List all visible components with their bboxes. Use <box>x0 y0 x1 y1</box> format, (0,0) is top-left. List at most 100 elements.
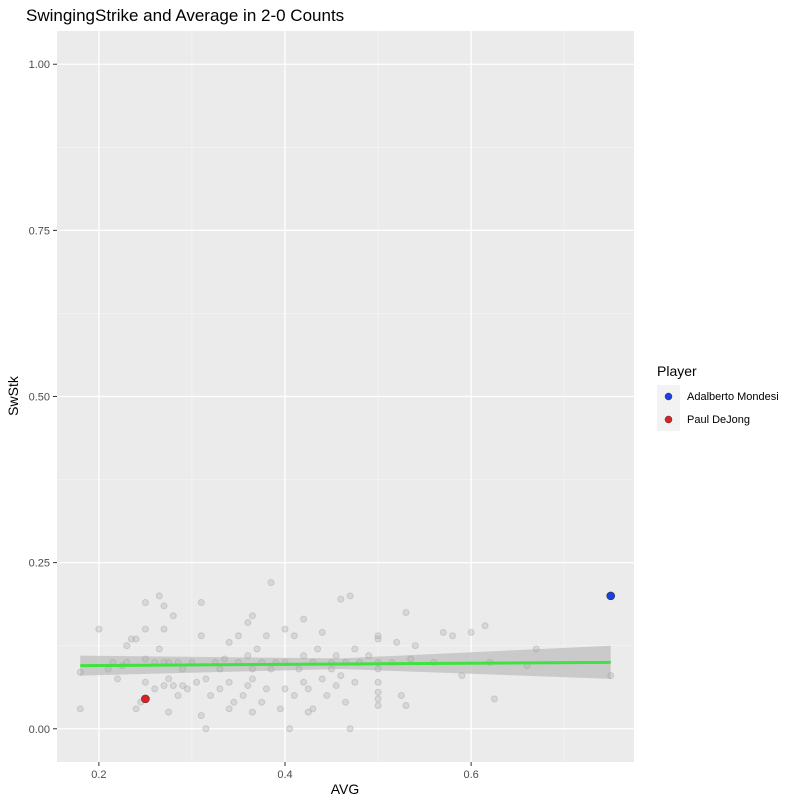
confidence-ribbon <box>80 645 611 679</box>
data-point <box>439 628 447 636</box>
data-point <box>449 632 457 640</box>
data-point <box>244 682 252 690</box>
data-point <box>258 698 266 706</box>
data-point <box>314 645 322 653</box>
y-tick-label: 0.00 <box>29 724 50 736</box>
major-gridlines <box>57 31 634 762</box>
data-point <box>160 682 168 690</box>
data-point <box>165 708 173 716</box>
data-point <box>123 642 131 650</box>
x-tick-label: 0.4 <box>277 769 292 781</box>
data-point <box>374 635 382 643</box>
data-point <box>234 632 242 640</box>
trend-line <box>80 660 611 668</box>
data-point <box>374 632 382 640</box>
data-point <box>221 655 229 663</box>
data-point <box>397 692 405 700</box>
data-point <box>458 672 466 680</box>
data-point <box>374 665 382 673</box>
y-axis-ticks: 0.00 0.25 0.50 0.75 1.00 <box>29 59 57 736</box>
data-point <box>411 642 419 650</box>
data-point <box>207 692 215 700</box>
data-point <box>239 692 247 700</box>
data-point <box>490 695 498 703</box>
data-point <box>127 635 135 643</box>
data-point <box>141 625 149 633</box>
x-tick-label: 0.2 <box>91 769 106 781</box>
data-point <box>351 645 359 653</box>
data-point <box>179 665 187 673</box>
data-point <box>318 628 326 636</box>
x-tick-label: 0.6 <box>463 769 478 781</box>
data-point <box>323 692 331 700</box>
legend-label: Adalberto Mondesi <box>687 391 779 403</box>
data-point <box>169 682 177 690</box>
player-point <box>606 591 616 601</box>
data-point <box>230 698 238 706</box>
x-axis-title: AVG <box>331 781 360 797</box>
data-point <box>328 665 336 673</box>
data-point <box>155 645 163 653</box>
data-point <box>225 638 233 646</box>
data-point <box>216 665 224 673</box>
data-point <box>141 678 149 686</box>
data-point <box>248 612 256 620</box>
data-point <box>248 675 256 683</box>
legend-swatch <box>664 415 673 424</box>
data-point <box>248 665 256 673</box>
data-point <box>351 678 359 686</box>
data-point <box>276 705 284 713</box>
data-point <box>132 635 140 643</box>
data-point <box>304 685 312 693</box>
data-point <box>374 695 382 703</box>
y-tick-label: 0.50 <box>29 392 50 404</box>
data-point <box>374 702 382 710</box>
legend-label: Paul DeJong <box>687 414 750 426</box>
data-point <box>197 632 205 640</box>
data-point <box>262 685 270 693</box>
data-point <box>346 592 354 600</box>
y-tick-label: 0.25 <box>29 558 50 570</box>
data-point <box>165 675 173 683</box>
data-point <box>113 675 121 683</box>
data-point <box>141 655 149 663</box>
highlighted-players <box>141 591 616 704</box>
data-point <box>300 615 308 623</box>
data-point <box>332 682 340 690</box>
data-point <box>179 682 187 690</box>
data-point <box>300 678 308 686</box>
data-point <box>244 652 252 660</box>
y-tick-label: 0.75 <box>29 225 50 237</box>
data-point <box>197 711 205 719</box>
data-point <box>337 672 345 680</box>
x-axis-ticks: 0.2 0.4 0.6 <box>91 762 479 781</box>
data-point <box>248 708 256 716</box>
data-point <box>467 628 475 636</box>
legend-swatch <box>664 392 673 401</box>
data-point <box>402 608 410 616</box>
legend-title: Player <box>657 363 697 379</box>
data-point <box>225 705 233 713</box>
data-point <box>141 599 149 607</box>
chart-title: SwingingStrike and Average in 2-0 Counts <box>26 6 344 25</box>
data-point <box>402 702 410 710</box>
data-point <box>76 705 84 713</box>
data-point <box>286 725 294 733</box>
y-tick-label: 1.00 <box>29 59 50 71</box>
data-point <box>76 668 84 676</box>
data-point <box>290 632 298 640</box>
data-point <box>304 708 312 716</box>
data-point <box>95 625 103 633</box>
data-point <box>160 602 168 610</box>
data-point <box>295 665 303 673</box>
data-point <box>267 579 275 587</box>
data-point <box>318 675 326 683</box>
data-point <box>183 685 191 693</box>
data-point <box>193 678 201 686</box>
data-point <box>267 665 275 673</box>
data-point <box>481 622 489 630</box>
data-point <box>132 705 140 713</box>
data-point <box>160 625 168 633</box>
data-point <box>532 645 540 653</box>
